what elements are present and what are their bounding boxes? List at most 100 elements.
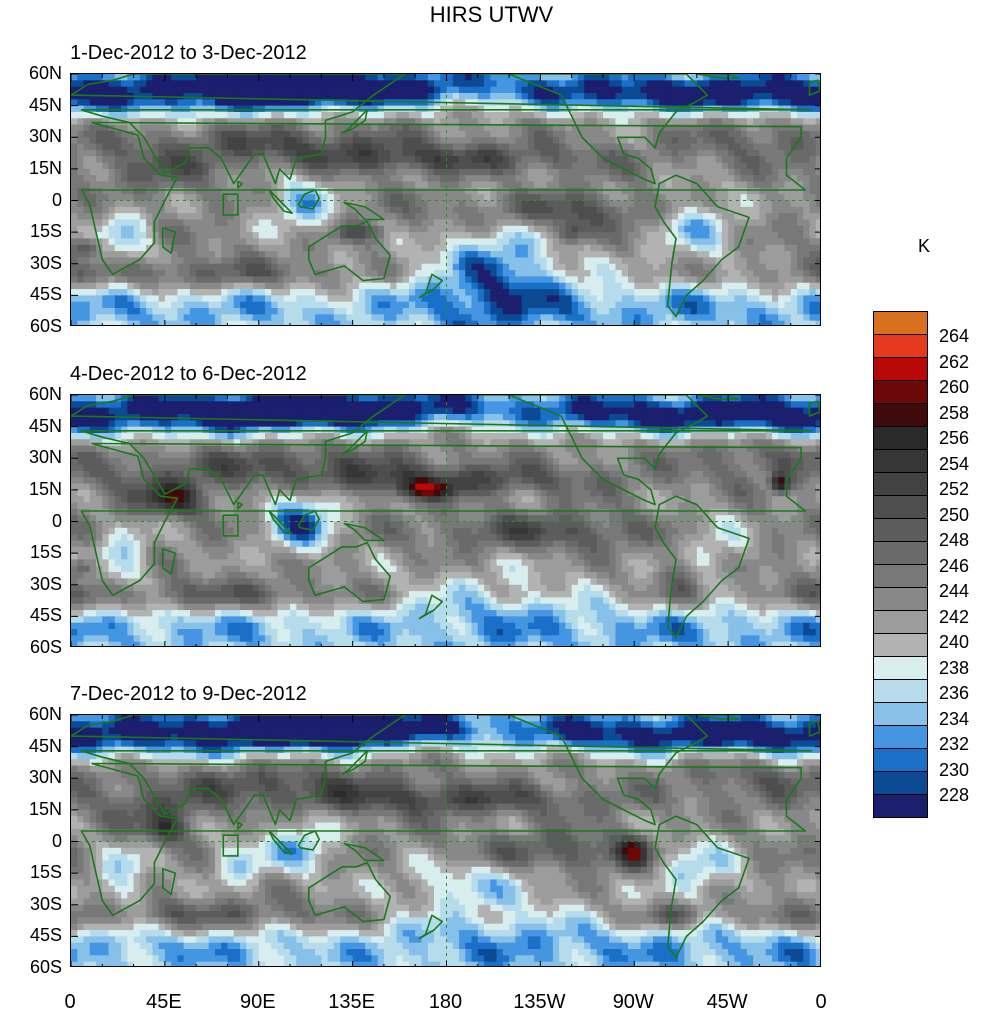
heatmap-cell [659, 149, 667, 157]
heatmap-cell [653, 124, 660, 132]
heatmap-cell [164, 219, 172, 227]
heatmap-cell [265, 124, 272, 132]
heatmap-cell [114, 181, 122, 189]
heatmap-cell [233, 80, 241, 88]
heatmap-cell [283, 80, 291, 88]
heatmap-cell [202, 276, 210, 284]
heatmap-cell [659, 270, 667, 277]
heatmap-cell [290, 289, 297, 296]
heatmap-cell [171, 168, 178, 176]
heatmap-cell [177, 74, 185, 81]
heatmap-cell [621, 308, 629, 315]
heatmap-cell [765, 276, 773, 284]
heatmap-cell [402, 219, 410, 227]
heatmap-cell [114, 74, 122, 81]
heatmap-cell [114, 111, 122, 119]
heatmap-cell [396, 263, 404, 271]
heatmap-cell [721, 282, 729, 290]
coastline [71, 74, 813, 185]
heatmap-cell [271, 320, 279, 325]
heatmap-cell [496, 395, 504, 402]
heatmap-cell [196, 244, 204, 252]
heatmap-cell [302, 187, 310, 195]
heatmap-cell [346, 244, 354, 252]
heatmap-cell [265, 257, 272, 265]
heatmap-cell [728, 111, 735, 119]
heatmap-cell [265, 232, 272, 240]
heatmap-cell [734, 276, 742, 284]
heatmap-cell [114, 130, 122, 138]
heatmap-cell [114, 187, 122, 195]
heatmap-cell [715, 200, 723, 208]
heatmap-cell [390, 276, 398, 284]
heatmap-cell [158, 137, 166, 145]
heatmap-cell [659, 213, 667, 221]
heatmap-cell [239, 320, 247, 325]
heatmap-cell [114, 124, 122, 132]
heatmap-cell [239, 395, 247, 402]
heatmap-cell [753, 162, 761, 170]
heatmap-cell [271, 149, 279, 157]
heatmap-cell [396, 225, 404, 233]
heatmap-cell [621, 143, 629, 151]
heatmap-cell [77, 124, 85, 132]
heatmap-cell [89, 314, 97, 322]
heatmap-cell [484, 244, 491, 252]
heatmap-cell [102, 111, 110, 119]
heatmap-cell [784, 282, 792, 290]
heatmap-cell [327, 175, 335, 183]
heatmap-cell [358, 130, 366, 138]
heatmap-cell [321, 308, 329, 315]
heatmap-cell [290, 200, 297, 208]
heatmap-cell [684, 175, 692, 183]
heatmap-cell [577, 251, 585, 259]
heatmap-cell [634, 206, 642, 214]
heatmap-cell [408, 86, 416, 94]
heatmap-cell [671, 181, 679, 189]
heatmap-cell [590, 143, 598, 151]
heatmap-cell [233, 111, 241, 119]
heatmap-cell [609, 270, 617, 277]
heatmap-cell [815, 124, 820, 132]
heatmap-cell [565, 156, 573, 164]
heatmap-cell [709, 86, 717, 94]
heatmap-cell [152, 124, 160, 132]
heatmap-cell [239, 289, 247, 296]
heatmap-cell [408, 213, 416, 221]
heatmap-cell [258, 162, 266, 170]
heatmap-cell [546, 263, 554, 271]
heatmap-cell [765, 270, 773, 277]
heatmap-cell [121, 282, 128, 290]
heatmap-cell [615, 238, 623, 246]
heatmap-cell [277, 276, 285, 284]
heatmap-cell [671, 92, 679, 100]
heatmap-cell [721, 149, 729, 157]
heatmap-cell [759, 282, 767, 290]
heatmap-cell [509, 238, 516, 246]
heatmap-cell [759, 124, 767, 132]
heatmap-cell [746, 200, 754, 208]
heatmap-cell [740, 308, 748, 315]
heatmap-cell [759, 168, 767, 176]
heatmap-cell [665, 244, 673, 252]
heatmap-cell [277, 251, 285, 259]
heatmap-cell [527, 175, 535, 183]
heatmap-cell [709, 251, 717, 259]
heatmap-cell [177, 238, 185, 246]
heatmap-cell [221, 308, 229, 315]
heatmap-cell [659, 80, 667, 88]
heatmap-cell [484, 295, 491, 303]
heatmap-cell [765, 282, 773, 290]
heatmap-cell [552, 395, 560, 402]
heatmap-cell [402, 282, 410, 290]
heatmap-cell [602, 232, 610, 240]
heatmap-cell [759, 257, 767, 265]
heatmap-cell [509, 270, 516, 277]
heatmap-cell [809, 99, 817, 107]
heatmap-cell [784, 308, 792, 315]
heatmap-cell [171, 181, 178, 189]
heatmap-cell [427, 238, 435, 246]
heatmap-cell [239, 308, 247, 315]
heatmap-cell [283, 263, 291, 271]
heatmap-cell [227, 143, 235, 151]
